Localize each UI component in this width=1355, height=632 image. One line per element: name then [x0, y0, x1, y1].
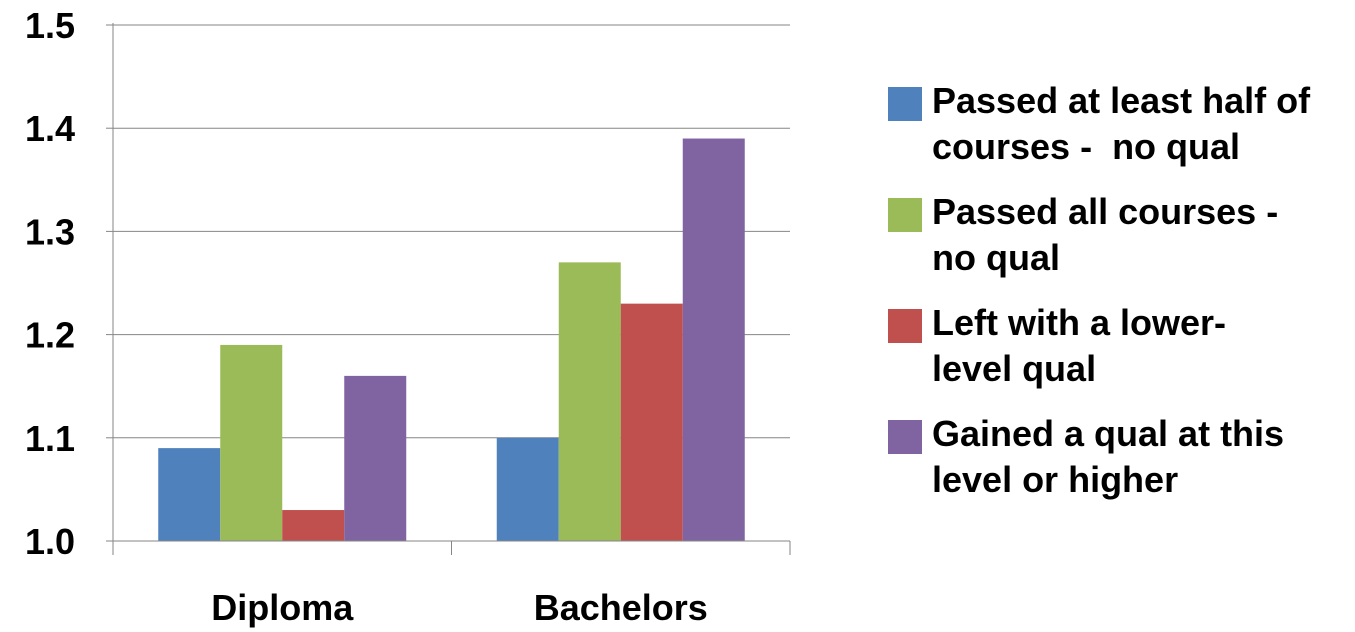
bar	[620, 303, 683, 541]
legend-label: Passed at least half of courses - no qua…	[932, 80, 1311, 167]
legend-item: Passed at least half of courses - no qua…	[888, 78, 1348, 170]
x-tick-label: Diploma	[211, 587, 354, 628]
bars	[158, 138, 745, 541]
x-tick-labels: Diploma Bachelors	[211, 587, 708, 628]
legend-swatch	[888, 87, 922, 121]
legend-swatch	[888, 420, 922, 454]
bar	[158, 448, 221, 541]
legend-item: Passed all courses - no qual	[888, 189, 1348, 281]
y-tick-label: 1.1	[25, 418, 75, 459]
y-tick-label: 1.0	[25, 521, 75, 562]
bar	[682, 138, 745, 541]
legend-label: Gained a qual at this level or higher	[932, 413, 1285, 500]
y-tick-labels: 1.0 1.1 1.2 1.3 1.4 1.5	[25, 5, 75, 562]
bar	[344, 375, 407, 541]
axes	[106, 23, 791, 555]
bar	[496, 437, 559, 541]
y-tick-label: 1.3	[25, 211, 75, 252]
x-tick-label: Bachelors	[534, 587, 708, 628]
bar	[220, 344, 283, 541]
legend-item: Left with a lower- level qual	[888, 300, 1348, 392]
y-tick-label: 1.5	[25, 5, 75, 46]
y-tick-label: 1.4	[25, 108, 75, 149]
legend-item: Gained a qual at this level or higher	[888, 411, 1348, 503]
bar	[558, 262, 621, 541]
y-tick-label: 1.2	[25, 315, 75, 356]
legend-swatch	[888, 198, 922, 232]
bar	[282, 510, 345, 541]
legend-label: Passed all courses - no qual	[932, 191, 1279, 278]
legend: Passed at least half of courses - no qua…	[888, 78, 1348, 522]
legend-swatch	[888, 309, 922, 343]
legend-label: Left with a lower- level qual	[932, 302, 1227, 389]
